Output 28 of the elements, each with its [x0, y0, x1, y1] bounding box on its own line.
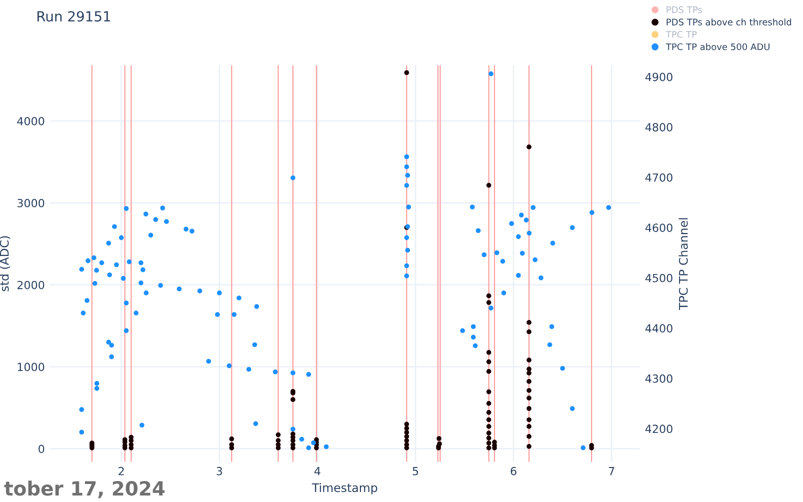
x-tick-label: 2 [118, 466, 124, 476]
legend-label: PDS TPs [666, 6, 702, 14]
y2-tick-label: 4300 [645, 374, 672, 383]
y2-tick-label: 4200 [645, 424, 672, 434]
y-tick-label: 3000 [17, 198, 44, 208]
chart-title: Run 29151 [38, 11, 110, 22]
y2-tick-label: 4800 [645, 123, 672, 132]
y2-tick-label: 4400 [645, 324, 672, 333]
y2-tick-label: 4600 [645, 224, 672, 232]
y2-tick-label: 4900 [645, 72, 672, 82]
x-axis-title: Timestamp [312, 483, 378, 494]
y-tick-label: 4000 [17, 116, 44, 126]
y-tick-label: 0 [38, 444, 44, 454]
x-tick-label: 7 [608, 467, 614, 476]
legend-label: PDS TPs above ch threshold [666, 18, 792, 26]
legend-label: TPC TP [666, 30, 697, 38]
y-tick-label: 1000 [18, 362, 44, 372]
y2-tick-label: 4700 [645, 173, 672, 182]
text: tober 17, 2024 [4, 480, 165, 498]
y-axis-title: std (ADC) [0, 236, 10, 292]
x-tick-label: 3 [216, 466, 222, 476]
x-tick-label: 6 [510, 466, 516, 476]
legend-label: TPC TP above 500 ADU [666, 43, 770, 50]
y2-tick-label: 4500 [645, 274, 672, 282]
x-tick-label: 5 [412, 467, 418, 476]
x-tick-label: 4 [314, 467, 320, 476]
y-tick-label: 2000 [17, 280, 44, 290]
y2-axis-title: TPC TP Channel [678, 218, 688, 310]
